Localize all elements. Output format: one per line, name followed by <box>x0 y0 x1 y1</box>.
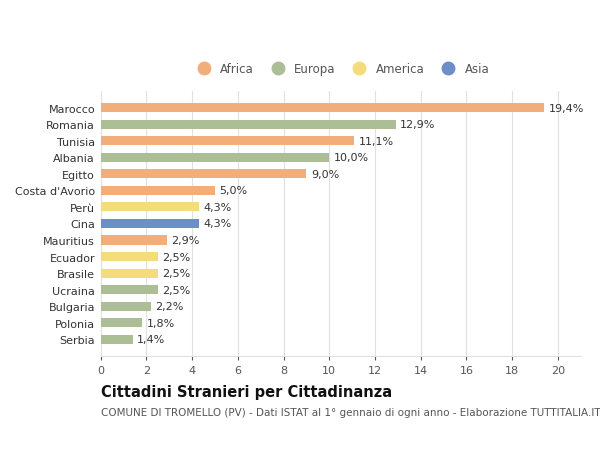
Text: 4,3%: 4,3% <box>203 202 232 213</box>
Text: 5,0%: 5,0% <box>220 186 248 196</box>
Bar <box>101 170 307 179</box>
Bar <box>101 335 133 344</box>
Text: COMUNE DI TROMELLO (PV) - Dati ISTAT al 1° gennaio di ogni anno - Elaborazione T: COMUNE DI TROMELLO (PV) - Dati ISTAT al … <box>101 407 600 417</box>
Bar <box>101 186 215 196</box>
Bar <box>101 252 158 262</box>
Bar <box>101 120 395 129</box>
Bar <box>101 236 167 245</box>
Bar <box>101 104 544 113</box>
Text: 12,9%: 12,9% <box>400 120 436 130</box>
Text: 4,3%: 4,3% <box>203 219 232 229</box>
Text: 2,5%: 2,5% <box>163 269 191 279</box>
Bar <box>101 137 355 146</box>
Text: 19,4%: 19,4% <box>548 103 584 113</box>
Bar <box>101 302 151 311</box>
Text: 10,0%: 10,0% <box>334 153 369 163</box>
Text: 2,9%: 2,9% <box>172 235 200 246</box>
Text: 2,5%: 2,5% <box>163 252 191 262</box>
Text: Cittadini Stranieri per Cittadinanza: Cittadini Stranieri per Cittadinanza <box>101 384 392 399</box>
Text: 1,4%: 1,4% <box>137 335 166 345</box>
Bar <box>101 319 142 328</box>
Text: 2,2%: 2,2% <box>155 302 184 312</box>
Text: 11,1%: 11,1% <box>359 136 394 146</box>
Bar <box>101 269 158 278</box>
Text: 9,0%: 9,0% <box>311 169 339 179</box>
Text: 1,8%: 1,8% <box>146 318 175 328</box>
Text: 2,5%: 2,5% <box>163 285 191 295</box>
Bar <box>101 203 199 212</box>
Bar <box>101 153 329 162</box>
Bar <box>101 219 199 229</box>
Legend: Africa, Europa, America, Asia: Africa, Europa, America, Asia <box>192 63 490 76</box>
Bar <box>101 285 158 295</box>
